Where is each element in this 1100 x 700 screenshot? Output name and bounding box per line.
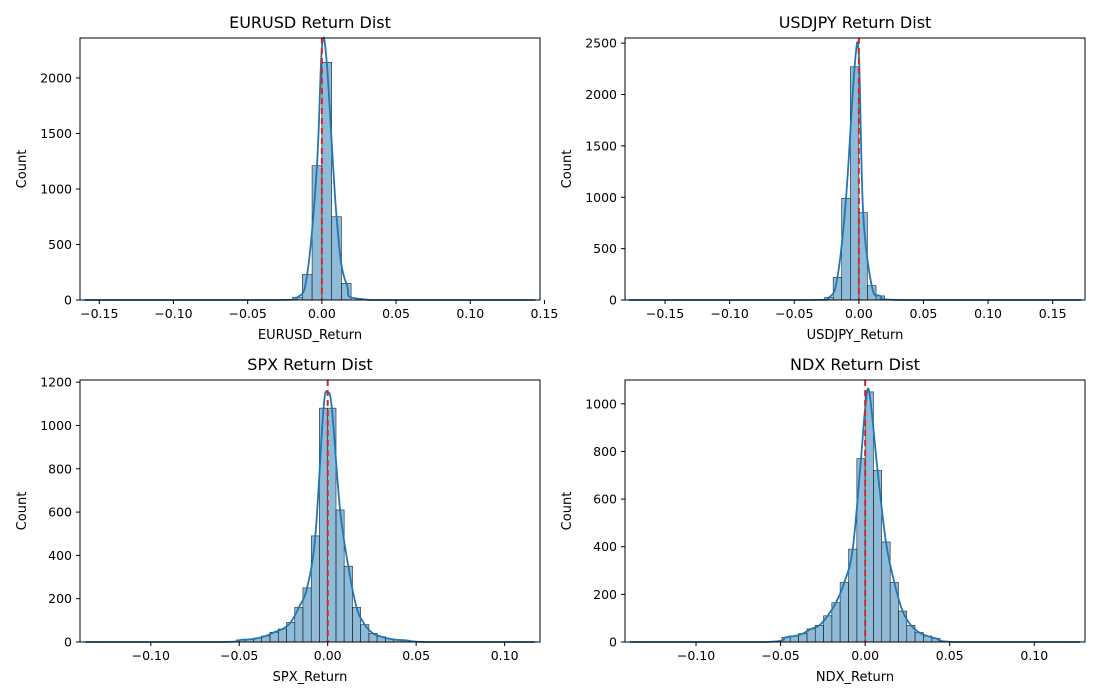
chart-title: SPX Return Dist — [247, 355, 372, 374]
kde-line — [628, 41, 1082, 301]
x-tick-label: −0.05 — [775, 306, 813, 321]
kde-line — [84, 36, 536, 301]
x-tick-label: 0.10 — [456, 306, 484, 321]
x-tick-label: 0.05 — [402, 648, 430, 663]
x-axis-label: EURUSD_Return — [258, 328, 362, 343]
chart-title: EURUSD Return Dist — [229, 13, 391, 32]
panel-eurusd: −0.15 −0.10 −0.05 0.00 0.05 0.10 0.15 0 500 1000 1… — [15, 13, 558, 343]
panel-ndx: −0.10 −0.05 0.00 0.05 0.10 0 200 400 600 800 1000 N… — [560, 355, 1086, 685]
x-tick-label: 0.05 — [382, 306, 410, 321]
y-tick-label: 1500 — [40, 126, 72, 141]
x-tick-label: 0.05 — [936, 648, 964, 663]
y-tick-label: 500 — [48, 237, 72, 252]
y-axis-label: Count — [15, 150, 30, 189]
x-tick-label: −0.15 — [646, 306, 684, 321]
y-axis-label: Count — [15, 492, 30, 531]
y-tick-label: 0 — [64, 635, 72, 650]
x-tick-label: −0.15 — [80, 306, 118, 321]
y-tick-label: 500 — [593, 241, 617, 256]
x-tick-label: 0.10 — [491, 648, 519, 663]
x-tick-label: 0.00 — [845, 306, 873, 321]
x-tick-label: −0.10 — [711, 306, 749, 321]
axes-frame — [624, 37, 1086, 301]
x-tick-label: 0.10 — [1020, 648, 1048, 663]
y-tick-label: 400 — [593, 539, 617, 554]
x-axis-label: USDJPY_Return — [807, 328, 904, 343]
panel-usdjpy: −0.15 −0.10 −0.05 0.00 0.05 0.10 0.15 0 500 1000 1… — [560, 13, 1086, 343]
y-tick-label: 0 — [609, 635, 617, 650]
y-axis-label: Count — [560, 150, 575, 189]
chart-title: NDX Return Dist — [790, 355, 920, 374]
y-tick-label: 200 — [593, 587, 617, 602]
y-tick-label: 2500 — [585, 36, 617, 51]
x-axis-label: SPX_Return — [273, 670, 348, 685]
axes-frame — [624, 379, 1086, 643]
x-tick-label: −0.05 — [229, 306, 267, 321]
y-tick-label: 800 — [593, 444, 617, 459]
histogram-bar — [321, 62, 332, 301]
x-tick-label: −0.10 — [677, 648, 715, 663]
x-tick-label: 0.15 — [1039, 306, 1067, 321]
histogram-bar — [310, 535, 320, 643]
y-axis-label: Count — [560, 492, 575, 531]
x-axis-label: NDX_Return — [816, 670, 894, 685]
x-tick-label: −0.05 — [220, 648, 258, 663]
y-tick-label: 600 — [48, 505, 72, 520]
y-tick-label: 200 — [48, 591, 72, 606]
x-tick-label: 0.05 — [910, 306, 938, 321]
x-tick-label: −0.05 — [761, 648, 799, 663]
axes-frame — [79, 37, 541, 301]
axes-frame — [79, 379, 541, 643]
x-tick-label: 0.00 — [308, 306, 336, 321]
kde-line — [85, 390, 535, 643]
kde-line — [630, 387, 1080, 643]
y-tick-label: 1200 — [40, 375, 72, 390]
x-tick-label: 0.10 — [974, 306, 1002, 321]
y-tick-label: 2000 — [40, 70, 72, 85]
histogram-bar — [352, 607, 361, 643]
y-tick-label: 0 — [64, 293, 72, 308]
x-tick-label: −0.10 — [154, 306, 192, 321]
y-tick-label: 800 — [48, 461, 72, 476]
y-tick-label: 1000 — [585, 396, 617, 411]
y-tick-label: 1000 — [40, 181, 72, 196]
y-tick-label: 1000 — [585, 190, 617, 205]
panel-spx: −0.10 −0.05 0.00 0.05 0.10 0 200 400 600 800 1000 1… — [15, 355, 541, 685]
y-tick-label: 600 — [593, 492, 617, 507]
y-tick-label: 1500 — [585, 138, 617, 153]
y-tick-label: 400 — [48, 548, 72, 563]
y-tick-label: 1000 — [40, 418, 72, 433]
x-tick-label: 0.15 — [531, 306, 559, 321]
chart-title: USDJPY Return Dist — [779, 13, 932, 32]
x-tick-label: 0.00 — [851, 648, 879, 663]
y-tick-label: 2000 — [585, 87, 617, 102]
x-tick-label: 0.00 — [314, 648, 342, 663]
histogram-bar — [311, 165, 323, 301]
x-tick-label: −0.10 — [132, 648, 170, 663]
y-tick-label: 0 — [609, 293, 617, 308]
histogram-bar — [841, 197, 851, 301]
histogram-bar — [343, 565, 353, 643]
histogram-bar — [864, 391, 874, 643]
